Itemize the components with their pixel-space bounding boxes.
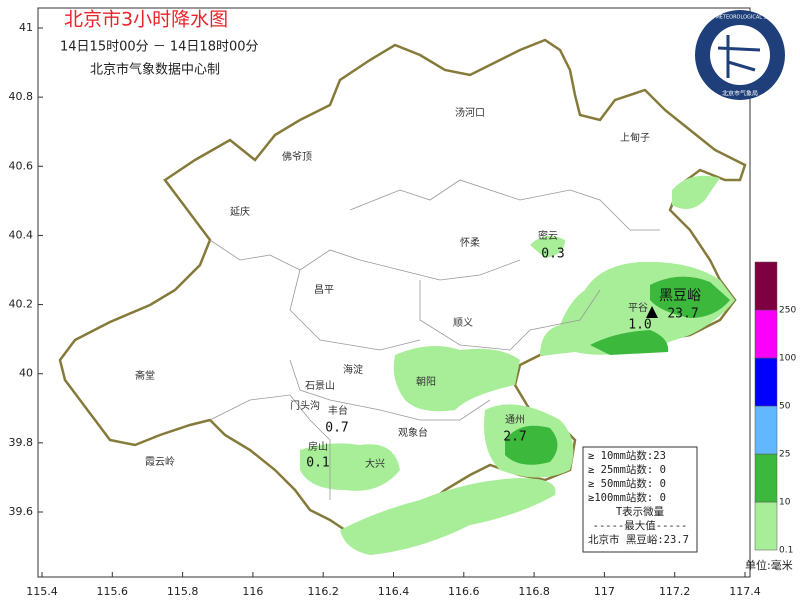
logo-inner [710,25,770,85]
place-label: 汤河口 [455,106,485,119]
stat-line: -----最大值----- [593,519,688,532]
rain-value: 0.7 [325,421,348,436]
rain-value: 0.3 [541,247,564,262]
stat-line: ≥ 25mm站数: 0 [588,463,666,476]
x-tick-label: 115.8 [167,585,199,598]
rain-moderate [650,276,730,318]
place-label: 大兴 [365,457,385,470]
stat-line: 北京市 黑豆峪:23.7 [588,533,689,546]
district-line [209,239,521,281]
y-tick-label: 40.4 [9,228,34,241]
legend-label: 250 [779,306,796,316]
place-label: 斋堂 [135,369,155,382]
district-line [209,394,331,500]
y-tick-label: 40.8 [9,90,34,103]
place-label: 通州 [505,414,525,426]
legend-swatch [754,357,778,407]
place-label: 朝阳 [416,376,436,388]
producer: 北京市气象数据中心制 [90,62,220,78]
x-tick-label: 116.4 [378,585,410,598]
legend-label: 100 [779,354,796,364]
y-tick-label: 40 [19,367,33,380]
district-line [289,269,421,351]
place-label: 延庆 [230,205,250,218]
rain-value: 1.0 [628,318,651,333]
logo-agency: 北京市气象局 [722,90,758,98]
x-tick-label: 116.6 [448,585,480,598]
x-tick-label: 115.6 [97,585,129,598]
stat-line: ≥100mm站数: 0 [588,491,666,504]
place-label: 上甸子 [620,131,650,144]
district-line [289,359,491,421]
legend-label: 0.1 [779,546,793,556]
place-label: 昌平 [314,284,334,296]
rain-moderate [590,330,669,355]
place-label: 黑豆峪 [659,288,701,304]
legend-label: 10 [779,498,791,508]
logo: BEIJING METEOROLOGICAL SERVICE 北京市气象局 [695,10,785,100]
legend-label: 25 [779,450,790,460]
stats-box [582,446,698,553]
y-tick-label: 39.8 [9,436,34,449]
place-label: 佛爷顶 [282,150,312,163]
legend-swatch [754,405,778,455]
max-marker [646,306,658,318]
district-line [419,280,601,351]
rain-light [672,175,720,209]
period: 14日15时00分 － 14日18时00分 [60,40,259,55]
place-label: 顺义 [453,317,473,329]
legend-swatch [754,501,778,551]
rain-moderate [505,425,558,465]
rain-value: 23.7 [667,307,698,322]
place-label: 怀柔 [460,237,480,249]
place-label: 观象台 [398,426,428,439]
rain-light [393,346,520,412]
rain-light [300,443,400,491]
place-label: 平谷 [628,302,648,314]
x-tick-label: 117.2 [659,585,691,598]
y-tick-label: 40.6 [9,159,34,172]
rain-areas [300,175,735,555]
place-label: 密云 [538,229,558,242]
legend-swatch [754,453,778,503]
rain-value: 0.1 [306,456,329,471]
x-tick-label: 116.2 [307,585,339,598]
district-boundaries [209,179,660,500]
rain-value: 2.7 [503,430,526,445]
x-tick-label: 117.4 [729,585,761,598]
legend-swatch [754,261,778,311]
unit-label: 单位:毫米 [745,558,793,572]
rain-light [530,236,565,258]
y-tick-label: 39.6 [9,505,34,518]
x-tick-label: 116 [242,585,263,598]
title: 北京市3小时降水图 [64,9,228,31]
place-label: 霞云岭 [145,455,175,468]
stat-line: ≥ 10mm站数:23 [588,449,666,462]
district-line [349,179,660,231]
stat-line: T表示微量 [616,505,665,518]
rain-light [340,478,556,555]
y-tick-label: 40.2 [9,298,34,311]
logo-mark [717,35,761,78]
place-label: 房山 [308,440,328,453]
place-label: 门头沟 [290,399,320,412]
legend-swatch [754,309,778,359]
beijing-boundary [58,38,747,542]
place-label: 石景山 [305,380,335,392]
y-tick-label: 41 [19,21,33,34]
stat-line: ≥ 50mm站数: 0 [588,477,666,490]
legend-label: 50 [779,402,791,412]
logo-text: BEIJING METEOROLOGICAL SERVICE [695,15,785,21]
place-label: 海淀 [343,363,363,376]
x-tick-label: 115.4 [26,585,58,598]
x-tick-label: 117 [594,585,615,598]
x-tick-label: 116.8 [518,585,550,598]
place-label: 丰台 [328,404,348,417]
